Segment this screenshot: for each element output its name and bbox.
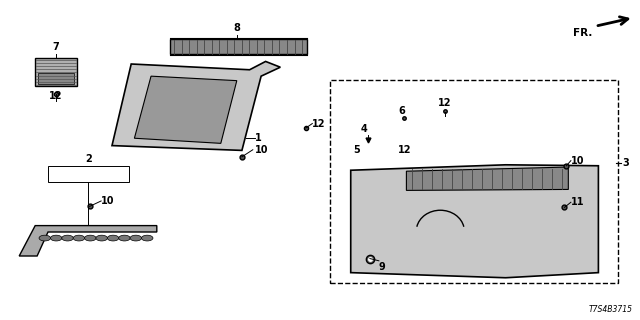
Text: 10: 10	[101, 196, 115, 206]
Text: 4: 4	[360, 124, 367, 134]
FancyBboxPatch shape	[35, 58, 77, 86]
Circle shape	[108, 235, 119, 241]
Circle shape	[51, 235, 62, 241]
Text: 10: 10	[571, 156, 584, 166]
Text: 12: 12	[312, 118, 326, 129]
Circle shape	[39, 235, 51, 241]
Text: 12: 12	[49, 91, 63, 101]
Polygon shape	[134, 76, 237, 143]
Text: 3: 3	[623, 158, 629, 168]
FancyBboxPatch shape	[38, 73, 74, 84]
Polygon shape	[351, 165, 598, 278]
Text: 2: 2	[85, 154, 92, 164]
Text: 6: 6	[399, 106, 405, 116]
Text: 12: 12	[438, 98, 452, 108]
Circle shape	[62, 235, 74, 241]
Circle shape	[96, 235, 108, 241]
FancyBboxPatch shape	[48, 166, 129, 182]
Text: 10: 10	[255, 145, 268, 155]
Circle shape	[130, 235, 141, 241]
Text: 12: 12	[397, 145, 412, 156]
Polygon shape	[19, 226, 157, 256]
Text: 5: 5	[353, 145, 360, 155]
Text: 7: 7	[52, 43, 59, 52]
Text: 8: 8	[234, 23, 240, 33]
Circle shape	[73, 235, 84, 241]
FancyBboxPatch shape	[170, 39, 307, 54]
Polygon shape	[406, 167, 568, 190]
Circle shape	[84, 235, 96, 241]
Text: 9: 9	[379, 262, 386, 272]
Circle shape	[141, 235, 153, 241]
Text: T7S4B3715: T7S4B3715	[588, 305, 632, 314]
Polygon shape	[112, 61, 280, 150]
Text: 1: 1	[255, 132, 262, 143]
Text: FR.: FR.	[573, 28, 592, 38]
Text: 11: 11	[571, 197, 584, 207]
Circle shape	[118, 235, 130, 241]
